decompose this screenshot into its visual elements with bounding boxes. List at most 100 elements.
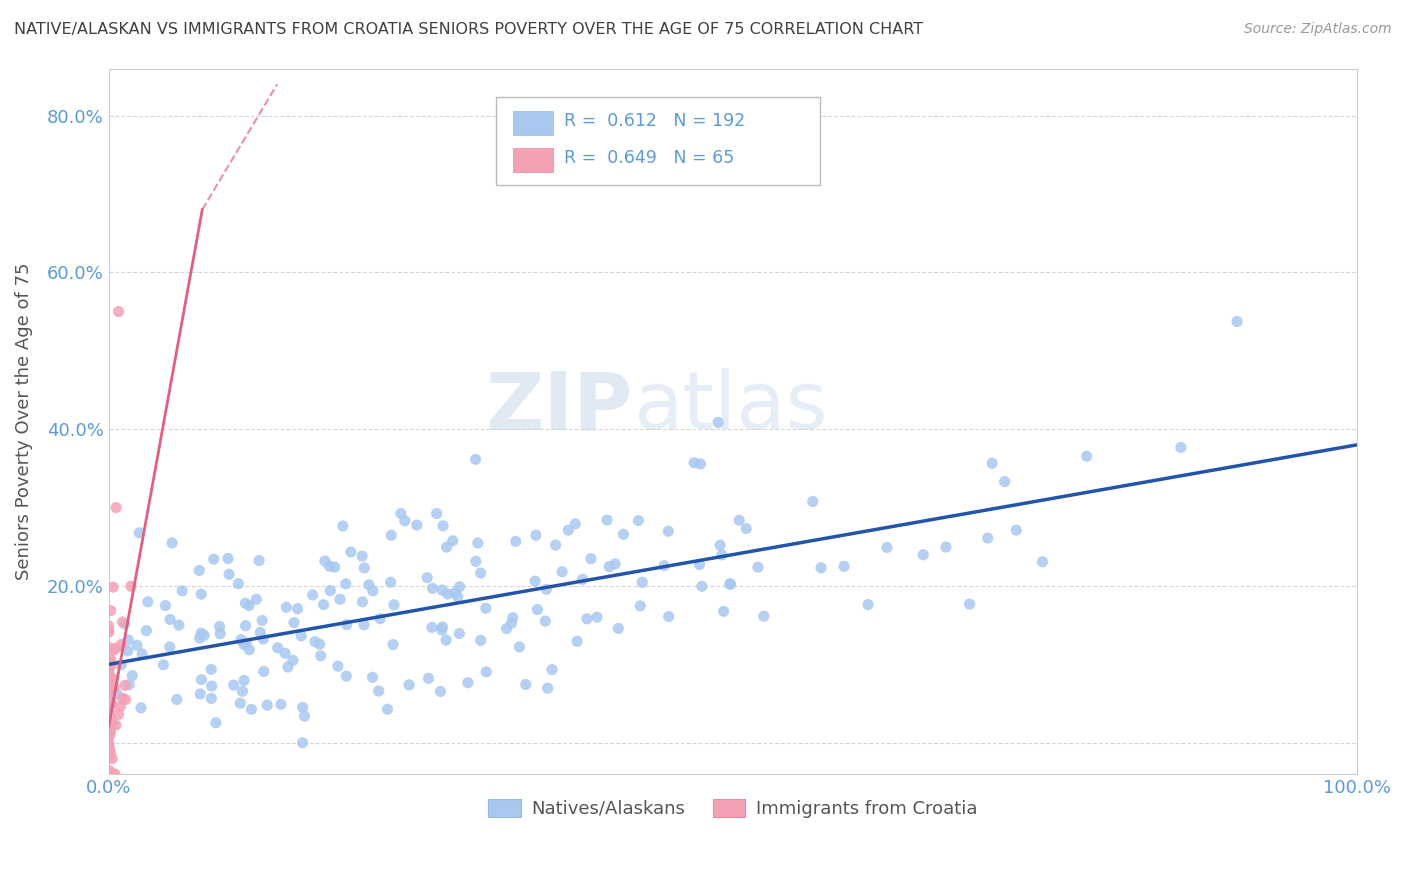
- Point: [100, 697, 122, 711]
- Point: [690, 579, 713, 593]
- Point: [232, 637, 254, 651]
- Point: [368, 612, 391, 626]
- Point: [247, 553, 270, 567]
- Point: [97, 659, 120, 673]
- Point: [832, 559, 855, 574]
- Point: [125, 638, 148, 652]
- Point: [361, 670, 384, 684]
- Point: [314, 554, 336, 568]
- Point: [97, 662, 120, 676]
- Point: [245, 592, 267, 607]
- Point: [607, 622, 630, 636]
- Point: [98, 764, 121, 778]
- Point: [394, 514, 416, 528]
- Point: [208, 619, 231, 633]
- Point: [710, 548, 733, 562]
- Point: [159, 612, 181, 626]
- Point: [405, 518, 427, 533]
- Point: [110, 657, 132, 672]
- Point: [250, 614, 273, 628]
- Point: [101, 717, 124, 731]
- Point: [457, 675, 479, 690]
- Point: [377, 702, 399, 716]
- Text: R =  0.649   N = 65: R = 0.649 N = 65: [564, 149, 734, 167]
- Point: [98, 728, 121, 742]
- Point: [318, 559, 340, 574]
- Point: [436, 587, 458, 601]
- Point: [188, 687, 211, 701]
- Point: [228, 576, 250, 591]
- Point: [107, 707, 129, 722]
- Point: [361, 583, 384, 598]
- Point: [166, 692, 188, 706]
- Point: [281, 653, 304, 667]
- Point: [235, 636, 257, 650]
- Point: [117, 632, 139, 647]
- Point: [340, 545, 363, 559]
- Text: atlas: atlas: [633, 368, 827, 446]
- Point: [100, 695, 122, 709]
- Point: [810, 561, 832, 575]
- Point: [398, 678, 420, 692]
- Point: [98, 746, 121, 760]
- Point: [229, 632, 252, 647]
- Point: [188, 631, 211, 645]
- Point: [432, 620, 454, 634]
- Point: [447, 590, 470, 604]
- Point: [579, 551, 602, 566]
- Point: [505, 534, 527, 549]
- Point: [105, 686, 128, 700]
- Point: [495, 622, 517, 636]
- Point: [120, 579, 142, 593]
- Point: [720, 577, 742, 591]
- Point: [935, 540, 957, 554]
- Point: [326, 659, 349, 673]
- Point: [801, 494, 824, 508]
- Point: [319, 583, 342, 598]
- Point: [544, 538, 567, 552]
- Point: [291, 736, 314, 750]
- Point: [575, 612, 598, 626]
- Point: [155, 599, 177, 613]
- Point: [103, 643, 125, 657]
- Point: [429, 684, 451, 698]
- Point: [121, 668, 143, 682]
- Point: [304, 634, 326, 648]
- Text: R =  0.612   N = 192: R = 0.612 N = 192: [564, 112, 745, 130]
- Point: [233, 673, 256, 688]
- Point: [735, 522, 758, 536]
- Point: [856, 598, 879, 612]
- Point: [97, 736, 120, 750]
- Point: [336, 617, 359, 632]
- Point: [97, 744, 120, 758]
- Point: [101, 767, 124, 781]
- Point: [426, 507, 449, 521]
- Point: [97, 701, 120, 715]
- Point: [105, 500, 128, 515]
- Point: [470, 566, 492, 580]
- Point: [129, 700, 152, 714]
- FancyBboxPatch shape: [513, 111, 553, 135]
- Point: [382, 638, 405, 652]
- Point: [97, 767, 120, 781]
- Point: [97, 675, 120, 690]
- Point: [110, 638, 132, 652]
- Point: [422, 582, 444, 596]
- Point: [541, 663, 564, 677]
- Point: [217, 551, 239, 566]
- Point: [114, 678, 136, 692]
- Point: [101, 580, 124, 594]
- Point: [114, 617, 136, 632]
- Point: [335, 577, 357, 591]
- Point: [353, 561, 375, 575]
- Point: [565, 634, 588, 648]
- Point: [536, 582, 558, 597]
- Point: [449, 580, 471, 594]
- Point: [707, 416, 730, 430]
- Point: [508, 640, 530, 654]
- Point: [464, 452, 486, 467]
- Point: [441, 533, 464, 548]
- Point: [718, 577, 741, 591]
- Point: [713, 604, 735, 618]
- Legend: Natives/Alaskans, Immigrants from Croatia: Natives/Alaskans, Immigrants from Croati…: [481, 791, 984, 825]
